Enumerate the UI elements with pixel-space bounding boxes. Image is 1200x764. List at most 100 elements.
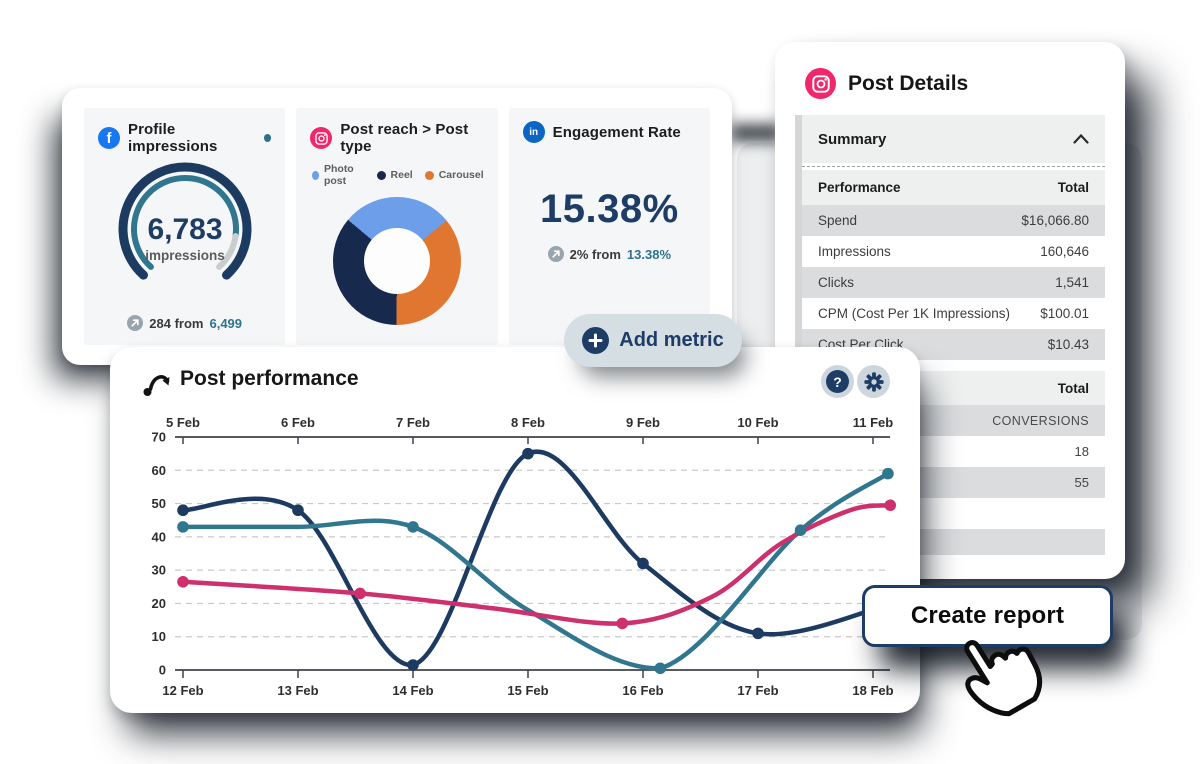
- settings-button[interactable]: [857, 365, 890, 398]
- metrics-panel: f Profile impressions 6,783 impressions …: [62, 88, 732, 365]
- add-metric-button[interactable]: Add metric: [564, 314, 742, 367]
- svg-text:50: 50: [152, 496, 166, 511]
- svg-text:20: 20: [152, 596, 166, 611]
- instagram-icon: [310, 127, 333, 149]
- table-row: Clicks 1,541: [802, 267, 1105, 298]
- engagement-rate-value: 15.38%: [539, 187, 679, 231]
- metric-card-post-reach: Post reach > Post type Photo post Reel C…: [296, 108, 498, 345]
- summary-accordion-header[interactable]: Summary: [802, 115, 1105, 163]
- divider: [802, 166, 1105, 167]
- row-label: Spend: [818, 213, 858, 228]
- post-reach-donut-chart: [332, 197, 461, 325]
- svg-text:11 Feb: 11 Feb: [853, 415, 894, 430]
- status-dot-icon: [264, 134, 272, 142]
- trend-up-icon: [547, 246, 564, 262]
- help-button[interactable]: ?: [821, 365, 854, 398]
- row-value: $10.43: [1047, 337, 1089, 352]
- hand-cursor-icon: [964, 640, 1043, 717]
- svg-text:17 Feb: 17 Feb: [737, 683, 778, 698]
- col-header-total: Total: [1057, 180, 1089, 195]
- create-report-button[interactable]: Create report: [862, 585, 1113, 647]
- row-value: 1,541: [1055, 275, 1089, 290]
- panel-shadow: [731, 124, 781, 142]
- row-label: Clicks: [818, 275, 854, 290]
- post-performance-panel: 5 Feb 6 Feb 7 Feb 8 Feb 9 Feb 10 Feb 11 Feb 12 …: [110, 347, 920, 713]
- row-value: $100.01: [1040, 306, 1089, 321]
- row-value: 55: [1074, 475, 1089, 490]
- svg-text:6 Feb: 6 Feb: [281, 415, 315, 430]
- linkedin-icon: in: [522, 121, 545, 143]
- delta-text: 2% from: [569, 246, 621, 262]
- svg-text:14 Feb: 14 Feb: [392, 683, 433, 698]
- svg-text:18 Feb: 18 Feb: [852, 683, 893, 698]
- svg-text:70: 70: [152, 430, 166, 445]
- delta-row: 2% from 13.38%: [523, 246, 696, 266]
- question-icon: ?: [826, 370, 849, 393]
- table-row: Spend $16,066.80: [802, 205, 1105, 236]
- row-value: 18: [1074, 444, 1089, 459]
- instagram-icon: [805, 68, 836, 99]
- row-value: $16,066.80: [1021, 213, 1089, 228]
- svg-text:12 Feb: 12 Feb: [162, 683, 203, 698]
- delta-value: 6,499: [209, 315, 243, 331]
- row-label: Impressions: [818, 244, 891, 259]
- plus-icon: [582, 327, 610, 354]
- post-performance-title: Post performance: [180, 367, 359, 390]
- delta-row: 284 from 6,499: [98, 315, 271, 335]
- svg-text:10: 10: [152, 629, 166, 644]
- add-metric-label: Add metric: [619, 329, 724, 351]
- legend-dot-reel: [376, 170, 386, 180]
- legend-item: Photo post: [312, 163, 364, 187]
- post-performance-chart: 5 Feb 6 Feb 7 Feb 8 Feb 9 Feb 10 Feb 11 Feb 12 …: [152, 415, 897, 698]
- delta-text: 284 from: [149, 315, 204, 331]
- legend-dot-photo-post: [312, 170, 319, 180]
- legend-label: Photo post: [323, 163, 354, 187]
- table-row: Impressions 160,646: [802, 236, 1105, 267]
- svg-text:30: 30: [152, 563, 166, 578]
- metric-card-engagement-rate: in Engagement Rate 15.38% 2% from 13.38%: [508, 108, 710, 345]
- legend-label: Reel: [390, 169, 413, 181]
- row-value: 160,646: [1040, 244, 1089, 259]
- facebook-icon: f: [98, 127, 120, 149]
- gauge-value: 6,783: [147, 213, 222, 246]
- col-header-performance: Performance: [818, 180, 901, 195]
- svg-text:40: 40: [152, 529, 166, 544]
- svg-text:16 Feb: 16 Feb: [622, 683, 663, 698]
- legend-item: Reel: [376, 169, 413, 181]
- legend-dot-carousel: [424, 170, 434, 180]
- row-value: CONVERSIONS: [992, 413, 1089, 428]
- metric-card-title: Engagement Rate: [552, 123, 681, 141]
- curve-icon: [143, 375, 170, 396]
- table-row: CPM (Cost Per 1K Impressions) $100.01: [802, 298, 1105, 329]
- legend-label: Carousel: [438, 169, 484, 181]
- svg-text:0: 0: [159, 663, 166, 678]
- summary-label: Summary: [818, 130, 887, 148]
- col-header-total: Total: [1057, 380, 1089, 396]
- metric-card-title: Post reach > Post type: [340, 121, 469, 155]
- metric-card-title: Profile impressions: [128, 121, 218, 155]
- donut-hole: [363, 228, 430, 294]
- svg-text:7 Feb: 7 Feb: [396, 415, 430, 430]
- delta-value: 13.38%: [626, 246, 672, 262]
- donut-legend: Photo post Reel Carousel: [312, 163, 484, 187]
- svg-text:5 Feb: 5 Feb: [166, 415, 200, 430]
- gauge-unit: impressions: [145, 248, 225, 263]
- gear-icon: [863, 371, 884, 392]
- trend-up-icon: [127, 315, 144, 331]
- row-label: CPM (Cost Per 1K Impressions): [818, 306, 1011, 321]
- svg-text:9 Feb: 9 Feb: [626, 415, 660, 430]
- svg-text:13 Feb: 13 Feb: [277, 683, 318, 698]
- impressions-gauge: 6,783 impressions: [118, 162, 252, 280]
- svg-text:60: 60: [152, 463, 166, 478]
- svg-text:8 Feb: 8 Feb: [511, 415, 545, 430]
- metric-card-profile-impressions: f Profile impressions 6,783 impressions …: [84, 108, 286, 345]
- performance-header-row: Performance Total: [802, 170, 1105, 205]
- chevron-up-icon: [1073, 134, 1089, 144]
- table-row: 18: [802, 436, 1105, 467]
- svg-text:10 Feb: 10 Feb: [737, 415, 778, 430]
- post-details-title: Post Details: [848, 71, 969, 95]
- svg-text:15 Feb: 15 Feb: [507, 683, 548, 698]
- create-report-label: Create report: [910, 602, 1065, 629]
- legend-item: Carousel: [424, 169, 484, 181]
